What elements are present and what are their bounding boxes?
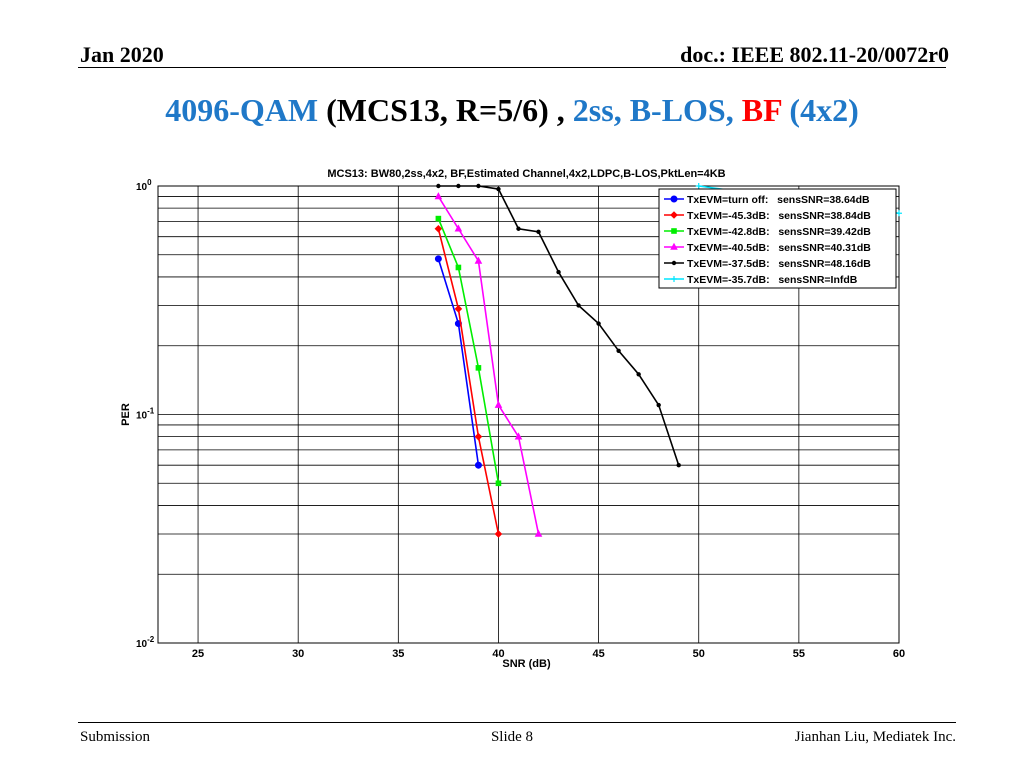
data-point <box>474 461 482 469</box>
y-tick-label: 10-2 <box>136 635 155 650</box>
footer-submission: Submission <box>80 729 151 745</box>
x-tick-label: 30 <box>292 648 304 660</box>
legend-box <box>658 188 897 289</box>
data-point <box>670 195 678 203</box>
x-tick-label: 35 <box>392 648 404 660</box>
y-tick-exponent: -1 <box>147 407 155 416</box>
legend-entry: TxEVM=-45.3dB: sensSNR=38.84dB <box>664 210 871 222</box>
series-4 <box>434 192 543 537</box>
data-point <box>670 211 678 219</box>
chart-title: MCS13: BW80,2ss,4x2, BF,Estimated Channe… <box>327 168 725 180</box>
data-point <box>656 402 661 408</box>
x-tick-label: 55 <box>793 648 805 660</box>
legend-label: TxEVM=-45.3dB: sensSNR=38.84dB <box>687 210 871 222</box>
title-streams: 2ss, B-LOS, <box>564 92 734 128</box>
legend-label: TxEVM=-40.5dB: sensSNR=40.31dB <box>687 242 871 254</box>
y-tick-exponent: -2 <box>147 635 155 644</box>
data-point <box>454 224 463 232</box>
x-axis-label: SNR (dB) <box>502 658 551 670</box>
y-tick-base: 10 <box>136 182 148 193</box>
series-line <box>437 218 500 484</box>
x-tick-label: 45 <box>592 648 604 660</box>
data-point <box>476 183 481 189</box>
data-point <box>671 228 677 234</box>
data-point <box>514 432 523 440</box>
title-modulation: 4096-QAM <box>165 92 319 128</box>
data-point <box>456 183 461 189</box>
data-point <box>616 348 621 354</box>
data-point <box>676 462 681 468</box>
data-point <box>474 256 483 264</box>
title-mcs: (MCS13, R=5/6) , <box>318 92 565 128</box>
data-point <box>596 321 601 326</box>
data-point <box>454 305 463 313</box>
data-point <box>496 186 501 192</box>
series-2 <box>434 224 503 538</box>
legend-label: TxEVM=-37.5dB: sensSNR=48.16dB <box>687 258 871 270</box>
footer-slide-number: Slide 8 <box>490 729 534 745</box>
data-point <box>474 432 483 441</box>
data-point <box>534 529 543 537</box>
data-point <box>434 192 443 200</box>
legend-entry: TxEVM=turn off: sensSNR=38.64dB <box>664 194 870 206</box>
data-point <box>670 242 678 250</box>
x-tick-label: 40 <box>492 648 504 660</box>
title-bf: BF <box>733 92 782 128</box>
data-point <box>494 530 503 538</box>
data-point <box>896 210 902 217</box>
series-line <box>437 228 500 535</box>
x-tick-label: 50 <box>693 648 705 660</box>
chart-legend: TxEVM=turn off: sensSNR=38.64dB TxEVM=-45… <box>658 188 897 289</box>
x-tick-label: 25 <box>192 648 204 660</box>
legend-label: TxEVM=-35.7dB: sensSNR=InfdB <box>687 274 858 286</box>
data-point <box>536 229 541 235</box>
series-3 <box>435 215 502 487</box>
data-point <box>434 224 443 233</box>
y-tick-base: 10 <box>136 411 148 422</box>
data-point <box>455 264 462 271</box>
y-tick-label: 100 <box>136 178 152 193</box>
series-5 <box>436 183 681 468</box>
title-antennas: (4x2) <box>781 92 859 128</box>
legend-entry: TxEVM=-42.8dB: sensSNR=39.42dB <box>664 226 871 238</box>
legend-label: TxEVM=-42.8dB: sensSNR=39.42dB <box>687 226 871 238</box>
data-point <box>516 226 521 231</box>
y-tick-base: 10 <box>136 639 148 650</box>
legend-entry: TxEVM=-35.7dB: sensSNR=InfdB <box>664 274 858 286</box>
y-tick-label: 10-1 <box>136 407 155 422</box>
header-doc-id: doc.: IEEE 802.11-20/0072r0 <box>680 42 949 67</box>
series-1 <box>434 255 482 469</box>
data-point <box>671 276 677 282</box>
data-point <box>556 269 561 275</box>
data-point <box>434 255 442 263</box>
header-date: Jan 2020 <box>80 42 164 67</box>
series-line <box>437 196 540 535</box>
y-axis-label: PER <box>120 403 132 426</box>
data-point <box>671 260 677 266</box>
legend-entry: TxEVM=-37.5dB: sensSNR=48.16dB <box>664 258 871 270</box>
footer-divider <box>78 722 956 723</box>
header-divider <box>78 67 946 68</box>
data-point <box>494 400 503 408</box>
data-point <box>636 372 641 377</box>
footer-author: Jianhan Liu, Mediatek Inc. <box>794 729 956 745</box>
legend-label: TxEVM=turn off: sensSNR=38.64dB <box>687 194 870 206</box>
data-point <box>495 480 502 487</box>
data-point <box>695 183 702 189</box>
data-point <box>436 183 441 189</box>
data-point <box>576 303 581 308</box>
x-tick-label: 60 <box>893 648 905 660</box>
data-point <box>475 365 482 371</box>
y-tick-exponent: 0 <box>147 178 152 187</box>
legend-entry: TxEVM=-40.5dB: sensSNR=40.31dB <box>664 242 871 254</box>
plot-frame <box>157 185 900 644</box>
data-point <box>435 215 442 222</box>
slide-title: 4096-QAM (MCS13, R=5/6) , 2ss, B-LOS, BF… <box>0 92 1024 129</box>
